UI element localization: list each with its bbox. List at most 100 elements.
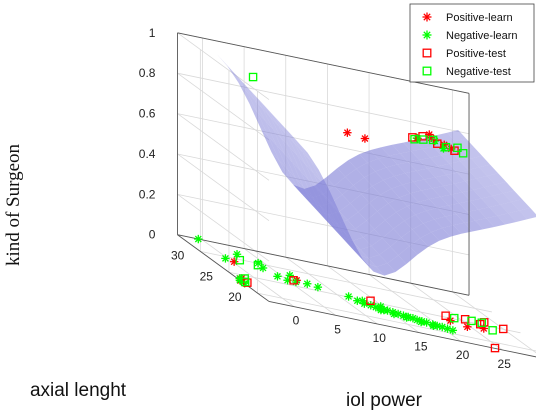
surface-patch — [288, 131, 308, 153]
legend-symbol — [422, 30, 432, 40]
y-tick-label: 30 — [171, 248, 185, 262]
surface-patch — [356, 162, 376, 178]
surface-patch — [423, 219, 443, 233]
surface-patch — [278, 126, 298, 156]
surface-patch — [281, 138, 301, 172]
surface-patch — [361, 186, 381, 203]
surface-patch — [411, 149, 431, 160]
marker-stroke — [233, 250, 241, 258]
z-tick-label: 1 — [149, 26, 156, 40]
surface-patch — [392, 142, 412, 154]
surface-patch — [479, 164, 499, 176]
axes-layer — [177, 32, 536, 358]
surface-patch — [462, 189, 482, 201]
data-point — [313, 282, 323, 292]
surface-patch — [365, 262, 385, 276]
data-point — [402, 313, 411, 322]
surface-patch — [385, 212, 405, 229]
back-top-edge — [177, 32, 470, 94]
surface-patch — [254, 100, 274, 130]
marker-stroke — [372, 303, 380, 311]
legend-entry-positive-test: Positive-test — [422, 48, 506, 60]
marker-stroke — [384, 307, 391, 314]
marker-stroke — [438, 323, 446, 331]
data-point — [360, 134, 370, 143]
surface-patch — [366, 211, 386, 230]
surface-patch — [388, 197, 408, 213]
legend-label-negative-test: Negative-test — [446, 66, 511, 78]
surface-patch — [473, 187, 493, 199]
surface-patch — [259, 100, 279, 127]
data-point — [419, 135, 428, 144]
data-point — [448, 326, 458, 335]
legend-symbol — [422, 66, 432, 76]
marker-stroke — [274, 272, 281, 280]
x-tick-label: 20 — [456, 348, 470, 362]
surface-patch — [434, 216, 454, 228]
surface-patch — [489, 204, 509, 216]
surface-patch — [337, 160, 357, 177]
surface-patch — [449, 161, 469, 173]
marker-stroke — [367, 301, 375, 309]
data-point — [450, 313, 459, 323]
surface-patch — [301, 193, 321, 207]
data-point — [458, 149, 468, 158]
marker-stroke — [413, 316, 421, 324]
surface-patch — [396, 206, 416, 221]
surface-patch — [467, 209, 487, 221]
surface-patch — [398, 246, 418, 264]
legend-marker-negative-test — [422, 66, 432, 76]
surface-patch — [456, 211, 476, 223]
legend-symbol — [422, 48, 432, 58]
surface-patch — [284, 153, 304, 187]
surface-patch — [315, 177, 335, 194]
surface-patch — [235, 74, 255, 101]
surface-patch — [265, 121, 285, 154]
legend-label-positive-learn: Positive-learn — [446, 12, 513, 24]
surface-patch — [355, 220, 375, 238]
surface-patch — [438, 163, 458, 175]
surface-patch — [224, 62, 244, 84]
surface-patch — [368, 254, 388, 267]
surface-patch — [409, 238, 429, 255]
data-points — [194, 72, 508, 353]
surface-patch — [376, 263, 396, 276]
surface-patch — [364, 171, 384, 187]
z-tick-label: 0.6 — [139, 107, 156, 121]
surface-patch — [262, 108, 282, 139]
surface-patch — [476, 176, 496, 188]
grid-line-floor-y — [257, 292, 536, 352]
grid-line-floor-y — [200, 251, 492, 313]
x-axis-ticks: 051015202530 — [293, 314, 512, 371]
series-positive-test — [243, 132, 508, 353]
y-axis-label: axial lenght — [30, 380, 127, 401]
surface-patch — [416, 168, 436, 180]
marker-stroke — [390, 310, 398, 318]
x-axis-label: iol power — [346, 390, 423, 411]
surface-patch — [457, 170, 477, 182]
grid-line-floor-x — [285, 256, 378, 325]
surface-patch — [377, 203, 397, 221]
x-tick-label: 5 — [334, 322, 341, 336]
surface-patch — [403, 140, 423, 152]
surface-patch — [312, 194, 332, 207]
surface-patch — [415, 210, 435, 224]
surface-patch — [400, 151, 420, 163]
marker-stroke — [314, 283, 322, 291]
surface-patch — [394, 173, 414, 185]
z-tick-label: 0 — [149, 228, 156, 242]
data-point — [490, 343, 500, 353]
surface-patch — [334, 176, 354, 195]
surface-patch — [257, 112, 277, 146]
surface-patch — [267, 109, 287, 135]
marker-stroke — [345, 293, 353, 300]
surface-patch — [486, 215, 506, 227]
grid-line-back-z — [177, 72, 470, 135]
data-point — [499, 324, 508, 334]
data-point — [467, 316, 476, 326]
surface-patch — [454, 181, 474, 193]
surface-patch — [264, 105, 284, 127]
surface-patch — [383, 176, 403, 189]
surface-patch — [357, 254, 377, 267]
surface-patch — [399, 193, 419, 207]
